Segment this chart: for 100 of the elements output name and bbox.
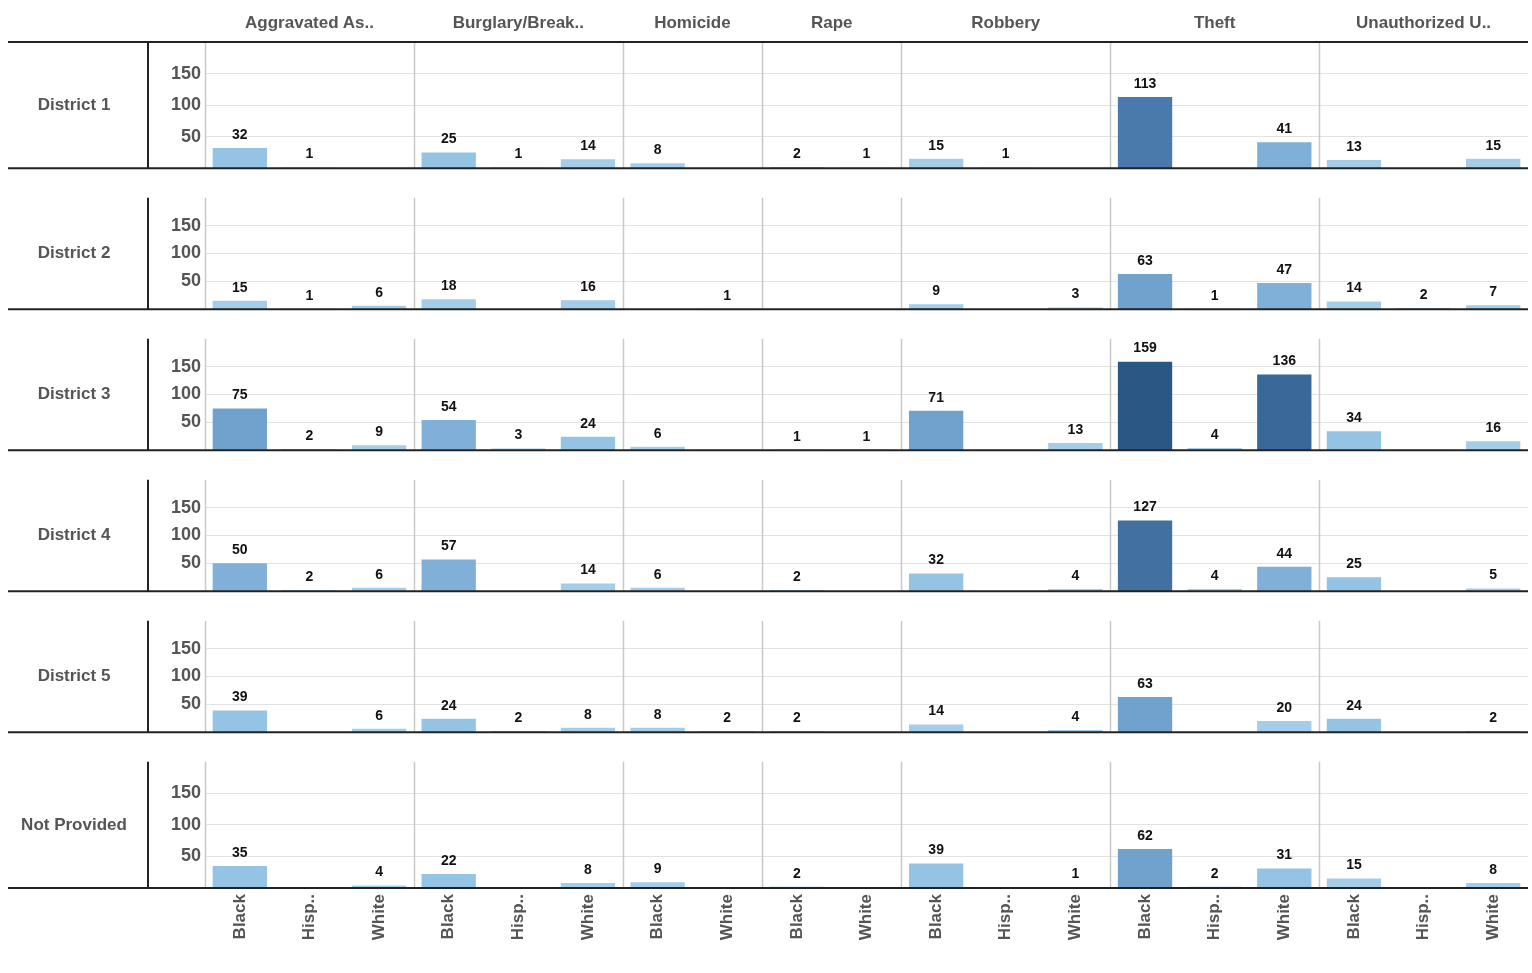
data-label: 2 <box>1210 864 1219 881</box>
data-label: 22 <box>440 851 457 868</box>
y-axis-title: Not Provided <box>21 814 127 834</box>
x-tick-label: White <box>1273 894 1293 941</box>
x-tick-label: Hisp.. <box>1204 894 1224 941</box>
data-label: 159 <box>1133 339 1157 356</box>
data-label: 13 <box>1346 137 1362 154</box>
data-label: 39 <box>928 841 945 858</box>
data-label: 14 <box>580 137 596 154</box>
text: Burglary/Break.. <box>452 12 585 32</box>
x-tick-label: Black <box>1343 893 1363 940</box>
data-label: 9 <box>653 860 662 877</box>
data-label: 1 <box>792 427 801 444</box>
x-tick-label: Hisp.. <box>1413 894 1433 941</box>
y-axis-title: District 1 <box>37 94 111 114</box>
data-label: 63 <box>1137 251 1154 268</box>
y-tick-label: 150 <box>170 637 201 658</box>
data-label: 50 <box>232 541 248 558</box>
y-tick-label: 100 <box>170 383 201 404</box>
data-label: 9 <box>375 423 384 440</box>
data-label: 24 <box>440 696 457 713</box>
data-label: 9 <box>932 282 941 299</box>
text: Unauthorized U.. <box>1356 12 1492 32</box>
x-tick-label: Black <box>438 893 458 940</box>
data-label: 14 <box>580 561 596 578</box>
data-label: 24 <box>1346 696 1362 713</box>
data-label: 15 <box>232 278 248 295</box>
data-label: 6 <box>375 706 384 723</box>
data-label: 3 <box>514 426 523 443</box>
text: Robbery <box>971 12 1041 32</box>
x-tick-label: Black <box>1134 893 1154 940</box>
data-label: 71 <box>928 388 945 405</box>
data-label: 2 <box>305 426 314 443</box>
data-label: 35 <box>232 843 248 860</box>
data-label: 57 <box>440 537 457 554</box>
data-label: 14 <box>1346 279 1362 296</box>
text: Homicide <box>654 12 731 32</box>
data-label: 4 <box>1210 425 1219 442</box>
text: Rape <box>810 12 853 32</box>
data-label: 7 <box>1489 283 1498 300</box>
data-label: 113 <box>1133 74 1157 91</box>
data-label: 127 <box>1133 498 1157 515</box>
data-label: 2 <box>723 708 732 725</box>
data-label: 32 <box>928 551 945 568</box>
y-tick-label: 50 <box>180 270 201 291</box>
data-label: 47 <box>1276 260 1293 277</box>
y-tick-label: 150 <box>170 782 201 803</box>
data-label: 31 <box>1276 846 1293 863</box>
data-label: 2 <box>1419 285 1428 302</box>
data-label: 2 <box>792 708 801 725</box>
data-label: 1 <box>514 145 523 162</box>
data-label: 16 <box>1485 419 1502 436</box>
data-label: 20 <box>1276 698 1293 715</box>
data-label: 32 <box>232 125 248 142</box>
y-tick-label: 50 <box>180 845 201 866</box>
y-tick-label: 100 <box>170 242 201 263</box>
data-label: 39 <box>232 688 248 705</box>
data-label: 2 <box>792 144 801 161</box>
data-label: 25 <box>1346 555 1362 572</box>
y-axis-title: District 5 <box>37 666 111 686</box>
y-tick-label: 150 <box>170 214 201 235</box>
data-label: 18 <box>440 277 457 294</box>
x-tick-label: Black <box>925 893 945 940</box>
data-label: 2 <box>305 567 314 584</box>
data-label: 136 <box>1272 352 1297 369</box>
data-label: 8 <box>584 860 593 877</box>
y-tick-label: 100 <box>170 665 201 686</box>
data-label: 25 <box>440 130 457 147</box>
y-axis-title: District 2 <box>37 243 111 263</box>
data-label: 4 <box>375 863 384 880</box>
x-tick-label: White <box>1065 894 1085 941</box>
data-label: 3 <box>1071 285 1080 302</box>
data-label: 34 <box>1346 409 1362 426</box>
data-label: 5 <box>1489 566 1498 583</box>
text: Aggravated As.. <box>245 12 374 32</box>
y-tick-label: 50 <box>180 125 201 146</box>
data-label: 1 <box>1071 865 1080 882</box>
x-tick-label: White <box>577 894 597 941</box>
data-label: 63 <box>1137 674 1154 691</box>
data-label: 2 <box>514 708 523 725</box>
data-label: 1 <box>305 145 314 162</box>
x-tick-label: Black <box>229 893 249 940</box>
y-axis-title: District 3 <box>37 384 111 404</box>
x-tick-label: Black <box>647 893 667 940</box>
x-tick-label: Hisp.. <box>508 894 528 941</box>
y-tick-label: 50 <box>180 693 201 714</box>
x-tick-label: White <box>1482 894 1502 941</box>
data-label: 8 <box>1489 860 1498 877</box>
data-label: 54 <box>440 397 457 414</box>
x-tick-label: Black <box>786 893 806 940</box>
data-label: 6 <box>375 283 384 300</box>
data-label: 15 <box>1485 136 1502 153</box>
data-label: 1 <box>862 145 871 162</box>
data-label: 13 <box>1067 420 1084 437</box>
data-label: 4 <box>1071 566 1080 583</box>
data-label: 24 <box>580 414 596 431</box>
data-label: 6 <box>375 565 384 582</box>
data-label: 14 <box>928 702 945 719</box>
data-label: 2 <box>792 864 801 881</box>
y-tick-label: 50 <box>180 552 201 573</box>
